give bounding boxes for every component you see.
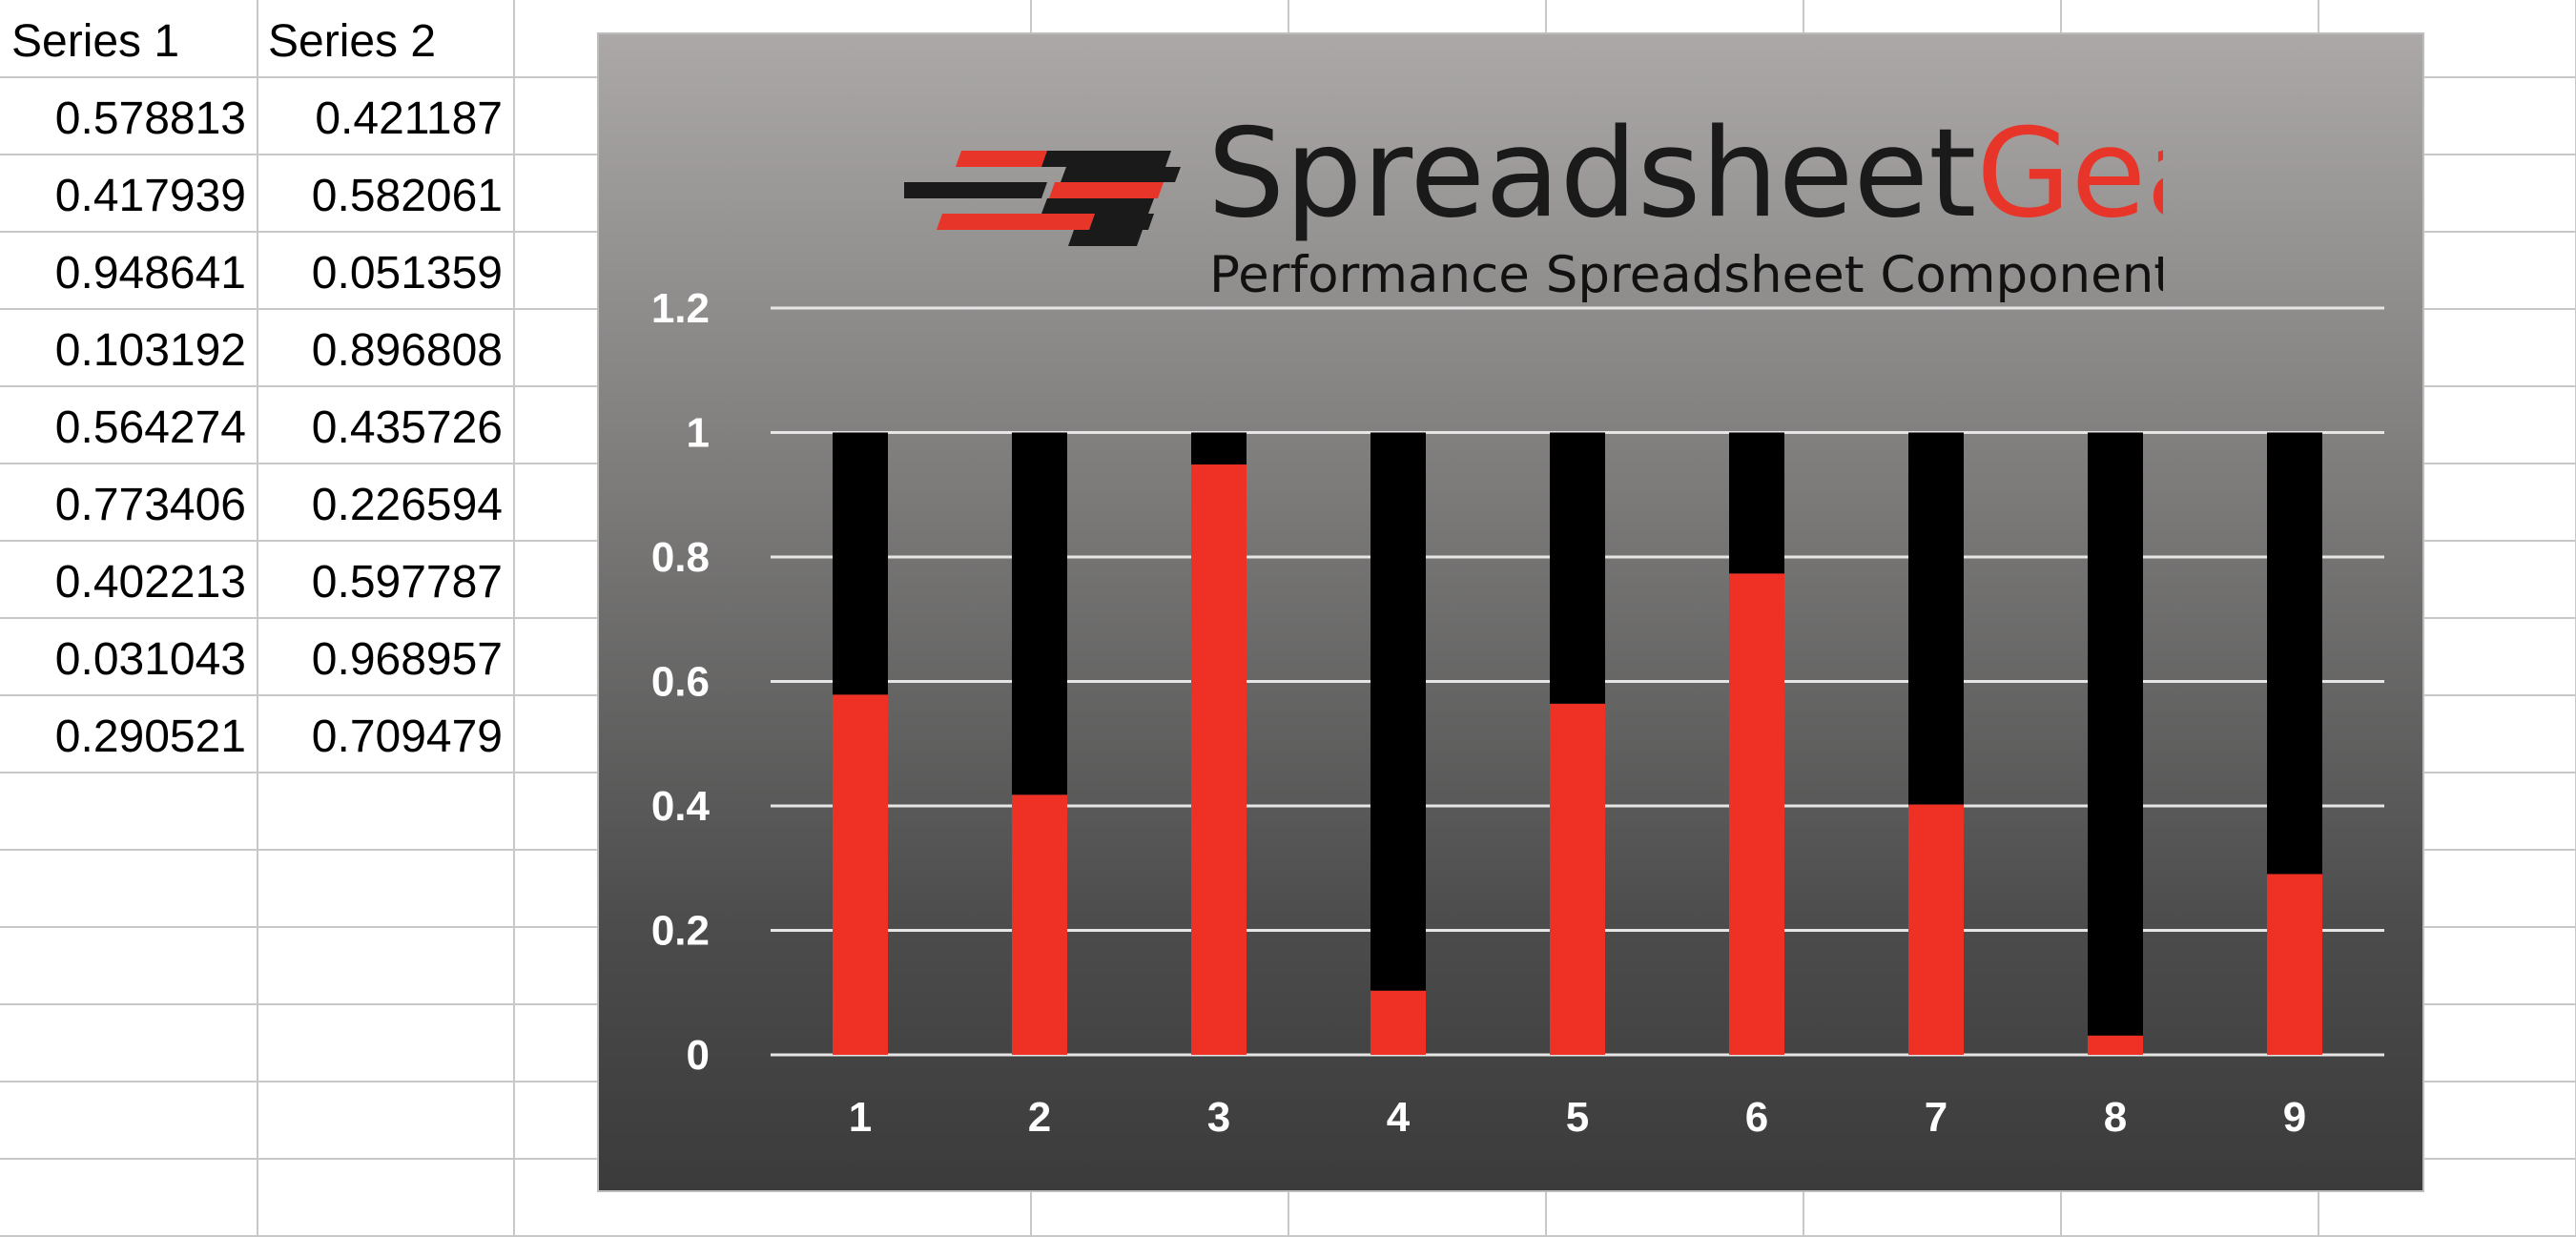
brand-name-part1: Spreadsheet	[1207, 103, 1976, 245]
brand-name-part2: Gear	[1976, 103, 2163, 245]
cell-series2-row4[interactable]: 0.896808	[311, 325, 503, 376]
cell-series2-row8[interactable]: 0.968957	[311, 634, 503, 685]
cell-series1-row3[interactable]: 0.948641	[54, 248, 246, 299]
bar-segment-series-1[interactable]	[833, 694, 888, 1055]
bar-segment-series-2[interactable]	[1729, 432, 1784, 574]
y-tick-label: 0.8	[651, 534, 710, 581]
bar-segment-series-2[interactable]	[1908, 432, 1964, 805]
bar-segment-series-1[interactable]	[2267, 874, 2322, 1055]
y-tick-label: 0.4	[651, 783, 711, 830]
cell-series1-row7[interactable]: 0.402213	[54, 557, 246, 608]
cell-series1-row4[interactable]: 0.103192	[54, 325, 246, 376]
bar-segment-series-1[interactable]	[2088, 1035, 2143, 1055]
bar-segment-series-1[interactable]	[1370, 990, 1426, 1055]
stacked-bar-chart: 0 0.2 0.4 0.6 0.8 1 1.2 1 2 3 4 5 6 7 8 9	[651, 285, 2384, 1141]
brand-header: SpreadsheetGear Performance Spreadsheet …	[904, 103, 2163, 304]
y-tick-label: 0.6	[651, 659, 710, 706]
bar-segment-series-2[interactable]	[1012, 432, 1067, 795]
cell-series2-row6[interactable]: 0.226594	[311, 480, 503, 530]
bar-segment-series-2[interactable]	[1370, 432, 1426, 991]
cell-series2-row3[interactable]: 0.051359	[311, 248, 503, 299]
cell-series1-row2[interactable]: 0.417939	[54, 171, 246, 221]
brand-logo-icon	[904, 151, 1181, 246]
bar-segment-series-2[interactable]	[1550, 432, 1605, 704]
bar-segment-series-1[interactable]	[1908, 804, 1964, 1055]
chart-bars	[833, 432, 2322, 1056]
x-tick-label: 8	[2104, 1094, 2127, 1141]
cell-series2-row5[interactable]: 0.435726	[311, 402, 503, 453]
cell-series1-row8[interactable]: 0.031043	[54, 634, 246, 685]
brand-name: SpreadsheetGear	[1207, 103, 2163, 245]
bar-segment-series-1[interactable]	[1012, 794, 1067, 1055]
cell-series2-row2[interactable]: 0.582061	[311, 171, 503, 221]
chart-area[interactable]: SpreadsheetGear Performance Spreadsheet …	[597, 32, 2424, 1192]
bar-segment-series-1[interactable]	[1191, 464, 1247, 1056]
bar-segment-series-2[interactable]	[2088, 432, 2143, 1036]
cell-series2-row1[interactable]: 0.421187	[315, 93, 503, 144]
x-tick-label: 1	[849, 1094, 872, 1141]
bar-segment-series-2[interactable]	[2267, 432, 2322, 875]
x-tick-label: 9	[2283, 1094, 2306, 1141]
cell-series1-row6[interactable]: 0.773406	[54, 480, 246, 530]
bar-segment-series-2[interactable]	[1191, 432, 1247, 465]
y-tick-label: 0.2	[651, 908, 710, 955]
column-header-series-2[interactable]: Series 2	[268, 16, 437, 67]
y-axis-tick-labels: 0 0.2 0.4 0.6 0.8 1 1.2	[651, 285, 711, 1079]
x-tick-label: 3	[1207, 1094, 1230, 1141]
bar-segment-series-1[interactable]	[1729, 573, 1784, 1055]
x-tick-label: 2	[1028, 1094, 1051, 1141]
y-tick-label: 1	[687, 410, 710, 457]
y-tick-label: 0	[687, 1032, 710, 1079]
bar-segment-series-2[interactable]	[833, 432, 888, 695]
cell-series1-row5[interactable]: 0.564274	[54, 402, 246, 453]
y-tick-label: 1.2	[651, 285, 710, 332]
x-axis-tick-labels: 1 2 3 4 5 6 7 8 9	[849, 1094, 2306, 1141]
brand-tagline: Performance Spreadsheet Components	[1209, 246, 2163, 304]
x-tick-label: 6	[1745, 1094, 1768, 1141]
column-header-series-1[interactable]: Series 1	[11, 16, 180, 67]
cell-series2-row7[interactable]: 0.597787	[311, 557, 503, 608]
x-tick-label: 4	[1387, 1094, 1411, 1141]
cell-series1-row9[interactable]: 0.290521	[54, 711, 246, 762]
cell-series1-row1[interactable]: 0.578813	[54, 93, 246, 144]
cell-series2-row9[interactable]: 0.709479	[311, 711, 503, 762]
x-tick-label: 7	[1925, 1094, 1947, 1141]
bar-segment-series-1[interactable]	[1550, 703, 1605, 1055]
x-tick-label: 5	[1566, 1094, 1589, 1141]
